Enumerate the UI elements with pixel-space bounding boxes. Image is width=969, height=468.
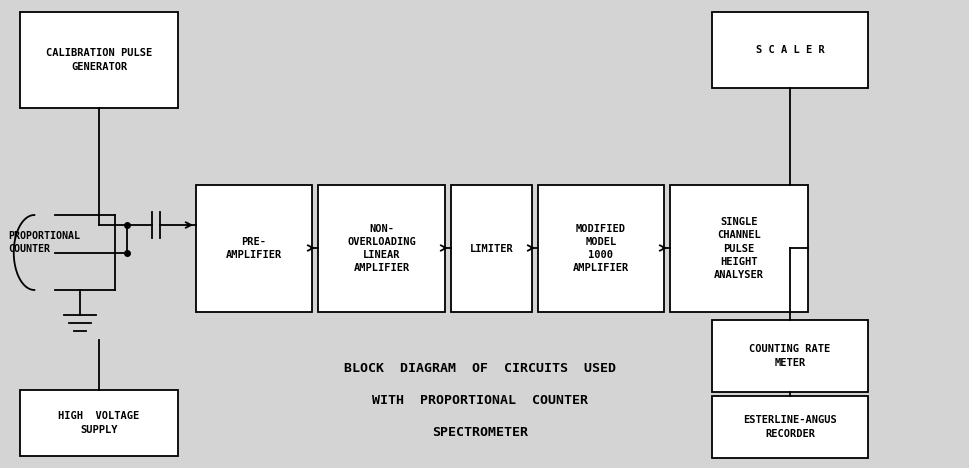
Bar (20, 12, 178, 108)
Text: PRE-
AMPLIFIER: PRE- AMPLIFIER (226, 237, 282, 260)
Text: CALIBRATION PULSE
GENERATOR: CALIBRATION PULSE GENERATOR (46, 48, 152, 72)
Bar (538, 185, 664, 312)
Text: COUNTING RATE
METER: COUNTING RATE METER (749, 344, 829, 367)
Bar (451, 185, 531, 312)
Text: S C A L E R: S C A L E R (755, 45, 824, 55)
Bar (711, 12, 867, 88)
Text: MODIFIED
MODEL
1000
AMPLIFIER: MODIFIED MODEL 1000 AMPLIFIER (573, 224, 629, 273)
Text: ESTERLINE-ANGUS
RECORDER: ESTERLINE-ANGUS RECORDER (742, 416, 836, 439)
Bar (318, 185, 445, 312)
Bar (711, 396, 867, 458)
Text: HIGH  VOLTAGE
SUPPLY: HIGH VOLTAGE SUPPLY (58, 411, 140, 435)
Text: WITH  PROPORTIONAL  COUNTER: WITH PROPORTIONAL COUNTER (372, 394, 587, 407)
Text: SINGLE
CHANNEL
PULSE
HEIGHT
ANALYSER: SINGLE CHANNEL PULSE HEIGHT ANALYSER (713, 217, 764, 280)
Text: PROPORTIONAL
COUNTER: PROPORTIONAL COUNTER (8, 231, 79, 254)
Bar (711, 320, 867, 392)
Text: BLOCK  DIAGRAM  OF  CIRCUITS  USED: BLOCK DIAGRAM OF CIRCUITS USED (344, 361, 615, 374)
Bar (20, 390, 178, 456)
Bar (196, 185, 312, 312)
Text: NON-
OVERLOADING
LINEAR
AMPLIFIER: NON- OVERLOADING LINEAR AMPLIFIER (347, 224, 416, 273)
Text: LIMITER: LIMITER (469, 243, 513, 254)
Bar (670, 185, 807, 312)
Text: SPECTROMETER: SPECTROMETER (431, 425, 527, 439)
